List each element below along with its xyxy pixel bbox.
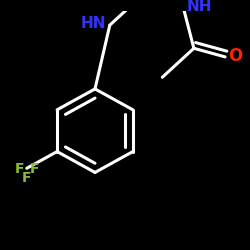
Text: O: O (228, 47, 242, 65)
Text: F: F (30, 162, 39, 176)
Text: F: F (14, 162, 24, 176)
Text: NH: NH (187, 0, 212, 14)
Text: F: F (22, 171, 32, 185)
Text: HN: HN (80, 16, 106, 32)
